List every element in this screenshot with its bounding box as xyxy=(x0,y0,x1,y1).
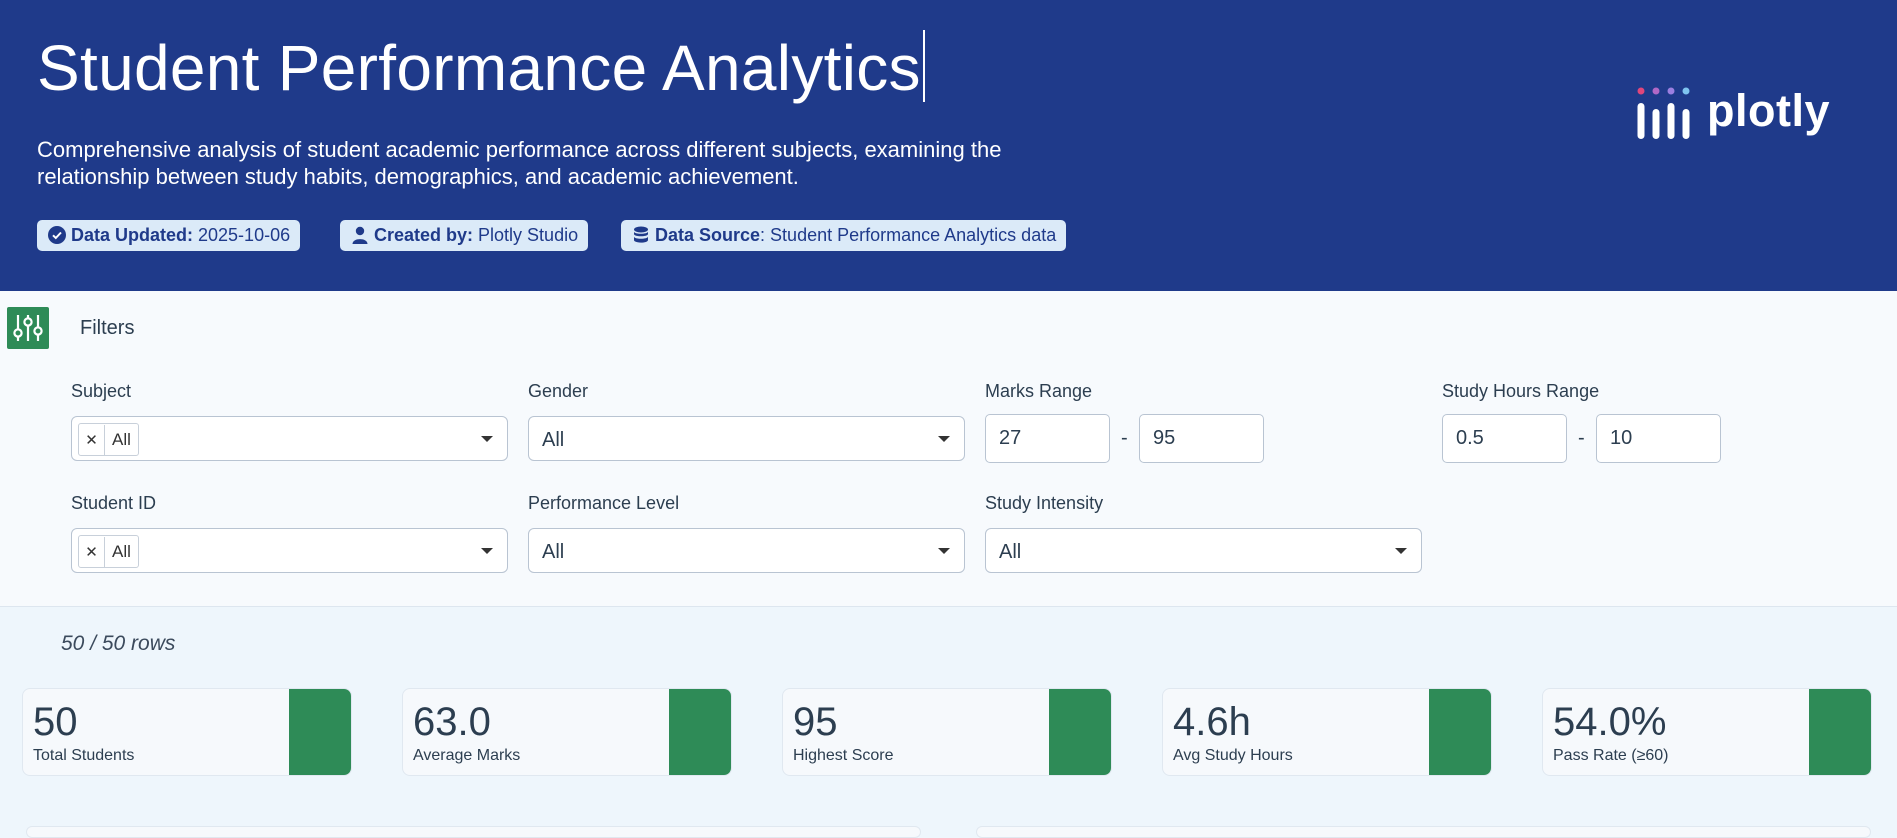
student-id-label: Student ID xyxy=(71,493,157,513)
row-count: 50 / 50 rows xyxy=(61,632,176,655)
kpi-accent-bar xyxy=(1429,689,1491,775)
study-intensity-label: Study Intensity xyxy=(985,493,1104,513)
kpi-accent-bar xyxy=(1049,689,1111,775)
subject-label: Subject xyxy=(71,381,132,401)
chevron-down-icon[interactable] xyxy=(481,548,493,554)
kpi-card-highest-score: 95 Highest Score xyxy=(782,688,1112,776)
kpi-value: 54.0% xyxy=(1553,700,1667,744)
created-by-badge: Created by: Plotly Studio xyxy=(340,220,589,251)
plotly-logo-text: plotly xyxy=(1707,85,1830,136)
subject-dropdown[interactable]: ✕ All xyxy=(71,416,508,461)
student-id-chip: ✕ All xyxy=(78,535,139,568)
remove-chip-icon[interactable]: ✕ xyxy=(79,537,105,568)
kpi-value: 50 xyxy=(33,700,78,744)
marks-min-input[interactable]: 27 xyxy=(985,414,1110,463)
sliders-icon xyxy=(13,315,43,341)
kpi-label: Avg Study Hours xyxy=(1173,747,1293,764)
user-icon xyxy=(352,226,368,244)
kpi-card-pass-rate: 54.0% Pass Rate (≥60) xyxy=(1542,688,1872,776)
range-separator: - xyxy=(1121,427,1128,449)
filters-title: Filters xyxy=(80,317,135,339)
chart-card xyxy=(26,826,921,838)
dashboard-header: Student Performance Analytics Comprehens… xyxy=(0,0,1897,291)
kpi-label: Highest Score xyxy=(793,747,894,764)
page-title[interactable]: Student Performance Analytics xyxy=(37,28,925,108)
kpi-accent-bar xyxy=(1809,689,1871,775)
kpi-accent-bar xyxy=(289,689,351,775)
chevron-down-icon[interactable] xyxy=(938,548,950,554)
data-updated-badge: Data Updated: 2025-10-06 xyxy=(37,220,301,251)
kpi-accent-bar xyxy=(669,689,731,775)
chevron-down-icon[interactable] xyxy=(1395,548,1407,554)
kpi-label: Pass Rate (≥60) xyxy=(1553,747,1669,764)
kpi-value: 4.6h xyxy=(1173,700,1251,744)
study-hours-min-input[interactable]: 0.5 xyxy=(1442,414,1567,463)
student-id-dropdown[interactable]: ✕ All xyxy=(71,528,508,573)
gender-dropdown[interactable]: All xyxy=(528,416,965,461)
chevron-down-icon[interactable] xyxy=(938,436,950,442)
performance-level-dropdown[interactable]: All xyxy=(528,528,965,573)
marks-range-label: Marks Range xyxy=(985,381,1093,401)
database-icon xyxy=(634,226,648,243)
check-circle-icon xyxy=(48,226,66,244)
kpi-value: 63.0 xyxy=(413,700,491,744)
range-separator: - xyxy=(1578,427,1585,449)
kpi-label: Total Students xyxy=(33,747,135,764)
chart-card xyxy=(976,826,1871,838)
kpi-card-total-students: 50 Total Students xyxy=(22,688,352,776)
data-source-badge: Data Source: Student Performance Analyti… xyxy=(621,220,1067,251)
kpi-card-avg-study-hours: 4.6h Avg Study Hours xyxy=(1162,688,1492,776)
chevron-down-icon[interactable] xyxy=(481,436,493,442)
kpi-label: Average Marks xyxy=(413,747,521,764)
marks-max-input[interactable]: 95 xyxy=(1139,414,1264,463)
text-caret xyxy=(922,30,925,102)
plotly-logo-icon[interactable] xyxy=(1636,86,1698,140)
remove-chip-icon[interactable]: ✕ xyxy=(79,425,105,456)
subject-chip: ✕ All xyxy=(78,423,139,456)
study-hours-max-input[interactable]: 10 xyxy=(1596,414,1721,463)
kpi-value: 95 xyxy=(793,700,838,744)
page-subtitle: Comprehensive analysis of student academ… xyxy=(37,137,1002,189)
performance-level-label: Performance Level xyxy=(528,493,680,513)
study-hours-range-label: Study Hours Range xyxy=(1442,381,1600,401)
study-intensity-dropdown[interactable]: All xyxy=(985,528,1422,573)
gender-label: Gender xyxy=(528,381,589,401)
kpi-card-average-marks: 63.0 Average Marks xyxy=(402,688,732,776)
filter-toggle-button[interactable] xyxy=(7,307,49,349)
